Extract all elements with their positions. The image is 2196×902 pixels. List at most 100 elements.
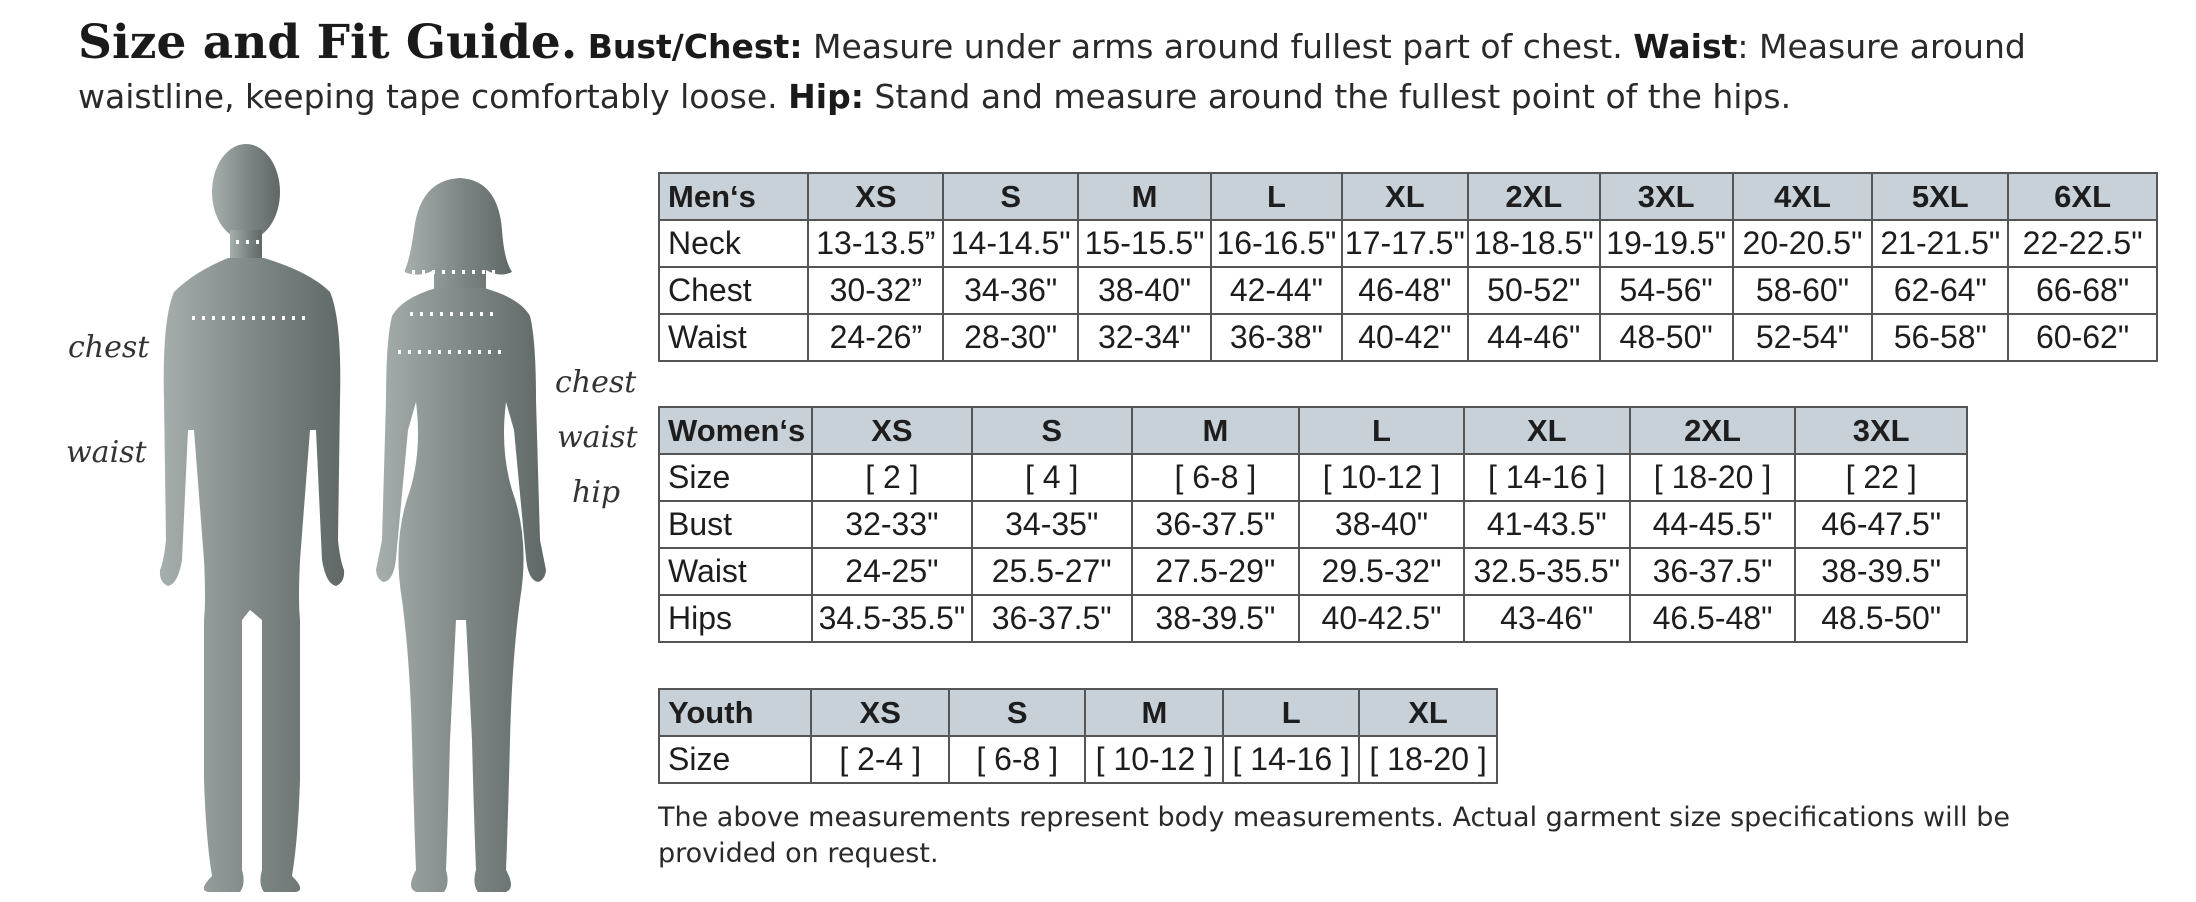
row-label: Chest <box>657 266 810 315</box>
table-cell: 46-47.5" <box>1794 500 1968 549</box>
table-cell: 54-56" <box>1598 266 1734 315</box>
table-row: Hips 34.5-35.5" 36-37.5" 38-39.5" 40-42.… <box>658 594 1968 643</box>
size-header: XL <box>1340 172 1469 221</box>
table-cell: 46-48" <box>1340 266 1469 315</box>
table-cell: [ 2 ] <box>810 453 973 502</box>
youth-table-title: Youth <box>657 688 813 737</box>
size-header: M <box>1130 406 1301 455</box>
row-label: Hips <box>658 594 813 643</box>
size-header: 5XL <box>1871 172 2010 221</box>
table-cell: [ 10-12 ] <box>1084 735 1225 784</box>
mens-size-table: Men‘s XS S M L XL 2XL 3XL 4XL 5XL 6XL Ne… <box>657 172 2158 362</box>
male-chest-label: chest <box>68 330 150 365</box>
table-cell: 50-52" <box>1466 266 1601 315</box>
table-cell: 34.5-35.5" <box>810 594 973 643</box>
table-cell: 41-43.5" <box>1462 500 1631 549</box>
female-silhouette <box>376 178 546 892</box>
table-cell: 58-60" <box>1731 266 1874 315</box>
hip-text: Stand and measure around the fullest poi… <box>863 77 1792 116</box>
table-cell: 42-44" <box>1209 266 1343 315</box>
table-cell: 17-17.5" <box>1340 219 1469 268</box>
table-cell: 43-46" <box>1462 594 1631 643</box>
size-header: 3XL <box>1794 406 1968 455</box>
intro-paragraph: Size and Fit Guide. Bust/Chest: Measure … <box>78 18 2138 122</box>
row-label: Waist <box>658 547 813 596</box>
row-label: Waist <box>657 313 810 362</box>
table-cell: [ 18-20 ] <box>1628 453 1797 502</box>
table-cell: 20-20.5" <box>1731 219 1874 268</box>
table-cell: 32.5-35.5" <box>1462 547 1631 596</box>
table-cell: 18-18.5" <box>1466 219 1601 268</box>
body-figures: chest waist chest waist hip <box>0 140 640 898</box>
table-cell: 32-34" <box>1077 313 1212 362</box>
female-waist-label: waist <box>557 420 638 455</box>
table-cell: 13-13.5” <box>807 219 945 268</box>
table-cell: 25.5-27" <box>970 547 1133 596</box>
table-cell: 29.5-32" <box>1298 547 1465 596</box>
womens-header-row: Women‘s XS S M L XL 2XL 3XL <box>658 406 1968 455</box>
table-cell: 27.5-29" <box>1130 547 1301 596</box>
table-cell: 56-58" <box>1871 313 2010 362</box>
table-cell: 21-21.5" <box>1871 219 2010 268</box>
table-cell: 36-37.5" <box>970 594 1133 643</box>
table-cell: 22-22.5" <box>2007 219 2158 268</box>
table-cell: [ 22 ] <box>1794 453 1968 502</box>
table-cell: 16-16.5" <box>1209 219 1343 268</box>
table-cell: 15-15.5" <box>1077 219 1212 268</box>
size-header: M <box>1077 172 1212 221</box>
table-cell: 38-40" <box>1298 500 1465 549</box>
table-cell: 48.5-50" <box>1794 594 1968 643</box>
male-silhouette <box>159 144 345 892</box>
table-cell: 28-30" <box>942 313 1080 362</box>
bust-label: Bust/Chest: <box>587 27 803 66</box>
table-cell: 34-35" <box>970 500 1133 549</box>
table-cell: [ 18-20 ] <box>1358 735 1498 784</box>
size-header: S <box>947 688 1087 737</box>
table-row: Size [ 2-4 ] [ 6-8 ] [ 10-12 ] [ 14-16 ]… <box>657 735 1498 784</box>
table-cell: 36-37.5" <box>1130 500 1301 549</box>
table-cell: 19-19.5" <box>1598 219 1734 268</box>
page-title: Size and Fit Guide. <box>78 15 578 70</box>
size-header: XS <box>807 172 945 221</box>
table-cell: [ 4 ] <box>970 453 1133 502</box>
table-cell: 52-54" <box>1731 313 1874 362</box>
table-cell: [ 6-8 ] <box>1130 453 1301 502</box>
silhouettes <box>159 144 546 892</box>
size-header: M <box>1084 688 1225 737</box>
row-label: Size <box>658 453 813 502</box>
table-cell: 30-32” <box>807 266 945 315</box>
size-header: L <box>1209 172 1343 221</box>
table-cell: [ 2-4 ] <box>810 735 950 784</box>
mens-table-title: Men‘s <box>657 172 810 221</box>
table-row: Waist 24-25" 25.5-27" 27.5-29" 29.5-32" … <box>658 547 1968 596</box>
size-header: 3XL <box>1598 172 1734 221</box>
table-row: Neck 13-13.5” 14-14.5" 15-15.5" 16-16.5"… <box>657 219 2158 268</box>
size-header: S <box>942 172 1080 221</box>
footnote: The above measurements represent body me… <box>658 802 2010 869</box>
row-label: Size <box>657 735 813 784</box>
table-row: Chest 30-32” 34-36" 38-40" 42-44" 46-48"… <box>657 266 2158 315</box>
table-cell: 48-50" <box>1598 313 1734 362</box>
table-cell: 24-25" <box>810 547 973 596</box>
size-header: XL <box>1358 688 1498 737</box>
table-cell: 40-42.5" <box>1298 594 1465 643</box>
table-cell: 46.5-48" <box>1628 594 1797 643</box>
table-cell: 34-36" <box>942 266 1080 315</box>
mens-header-row: Men‘s XS S M L XL 2XL 3XL 4XL 5XL 6XL <box>657 172 2158 221</box>
table-cell: 24-26” <box>807 313 945 362</box>
table-row: Bust 32-33" 34-35" 36-37.5" 38-40" 41-43… <box>658 500 1968 549</box>
table-cell: [ 6-8 ] <box>947 735 1087 784</box>
waist-label: Waist <box>1633 27 1738 66</box>
size-header: L <box>1222 688 1361 737</box>
table-cell: 14-14.5" <box>942 219 1080 268</box>
female-chest-label: chest <box>555 365 637 400</box>
male-waist-label: waist <box>66 435 147 470</box>
size-header: 4XL <box>1731 172 1874 221</box>
table-cell: 44-45.5" <box>1628 500 1797 549</box>
female-hip-label: hip <box>572 475 621 510</box>
hip-label: Hip: <box>788 77 864 116</box>
table-cell: [ 14-16 ] <box>1222 735 1361 784</box>
table-cell: [ 10-12 ] <box>1298 453 1465 502</box>
table-cell: 62-64" <box>1871 266 2010 315</box>
table-cell: 66-68" <box>2007 266 2158 315</box>
